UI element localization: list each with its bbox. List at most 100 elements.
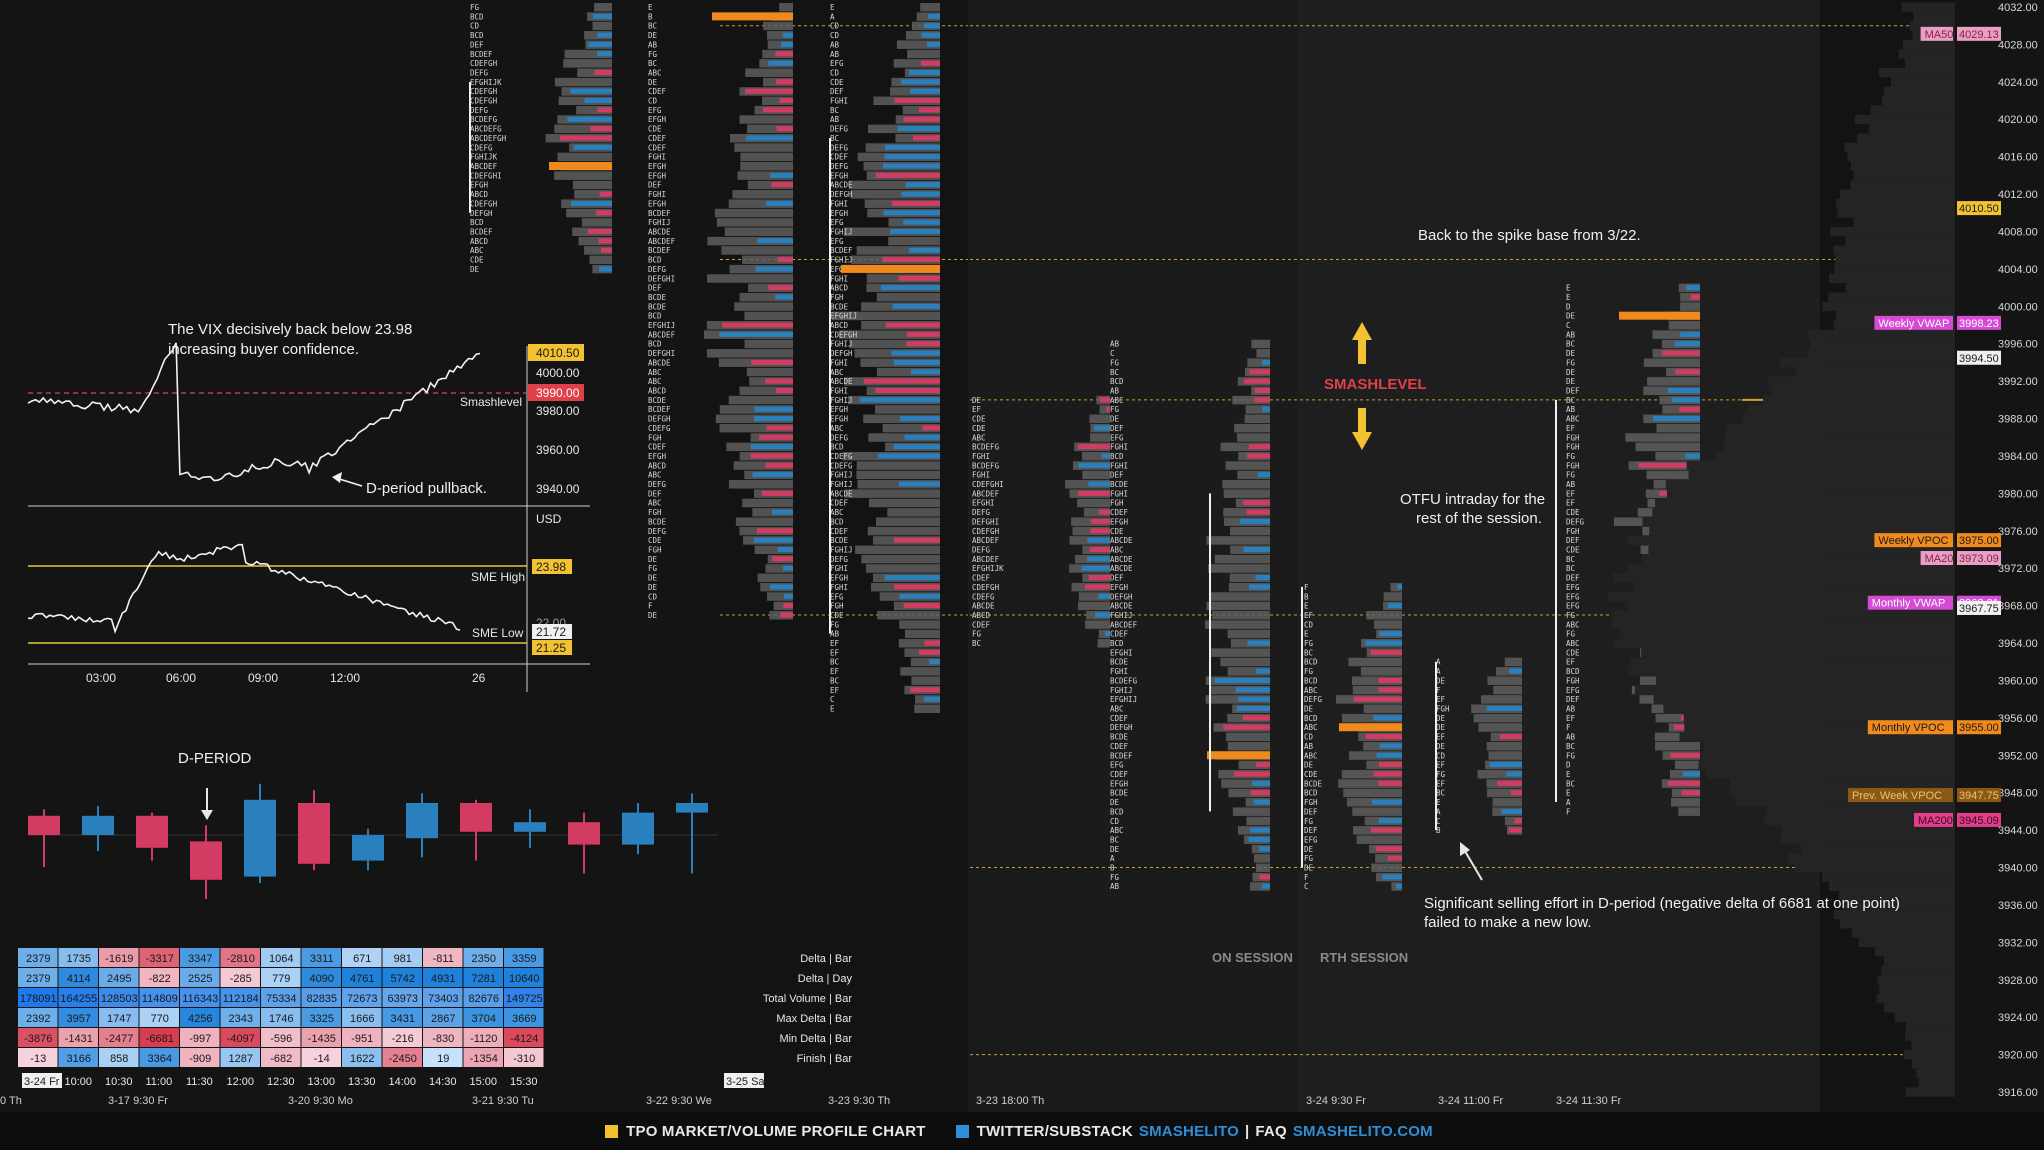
tpo-letters: FGHIJ <box>830 396 853 405</box>
candle-body <box>622 812 654 845</box>
price-axis-tick-label: 3928.00 <box>1998 975 2038 987</box>
tpo-letters: DEFGH <box>648 415 671 424</box>
tpo-letters: FGH <box>1566 443 1580 452</box>
composite-profile-bar <box>1858 937 1955 948</box>
delta-profile-bar <box>766 200 793 206</box>
delta-cell-value: 116343 <box>182 993 218 1005</box>
composite-profile-bar <box>1839 891 1955 901</box>
volume-profile-bar <box>744 311 793 321</box>
delta-profile-bar <box>1670 752 1700 758</box>
price-marker-box <box>1957 533 2001 548</box>
volume-profile-bar <box>706 349 793 358</box>
price-axis-tick-label: 3996.00 <box>1998 339 2038 351</box>
delta-profile-bar <box>1681 790 1700 796</box>
composite-profile-bar <box>1613 638 1955 648</box>
tpo-letters: CDE <box>1566 648 1580 657</box>
delta-cell <box>220 988 260 1007</box>
composite-profile-bar <box>1905 1022 1955 1032</box>
table-time-label: 10:00 <box>65 1076 93 1088</box>
delta-profile-bar <box>1094 425 1110 431</box>
delta-profile-bar <box>1255 762 1270 768</box>
tpo-letters: DE <box>1110 415 1120 424</box>
composite-profile-bar <box>1822 301 1955 312</box>
volume-profile-bar <box>554 77 612 87</box>
price-axis-tick-label: 3940.00 <box>1998 863 2038 875</box>
price-axis-tick-label: 3916.00 <box>1998 1087 2038 1099</box>
delta-profile-bar <box>908 247 940 253</box>
delta-profile-bar <box>777 547 793 552</box>
tpo-letters: BCDE <box>1110 658 1129 667</box>
tpo-letters: FGHI <box>830 358 848 367</box>
tpo-letters: EF <box>1436 779 1446 788</box>
tpo-letters: ABCD <box>972 611 991 620</box>
volume-profile-bar <box>1342 713 1402 723</box>
delta-profile-bar <box>893 359 940 365</box>
delta-table: 2379 1735 -1619 -3317 3347 -2810 1064 3311 671 98… <box>18 948 852 1088</box>
price-axis-tick-label: 3956.00 <box>1998 713 2038 725</box>
tpo-volume-profile-chart[interactable]: 4030.004005.003990.003967.003940.003920.… <box>0 0 2044 1112</box>
delta-profile-bar <box>903 219 940 225</box>
footer-site-link[interactable]: SMASHELITO.COM <box>1292 1122 1433 1140</box>
inset-time-label: 12:00 <box>330 671 360 685</box>
vix-price-box <box>532 559 572 574</box>
tpo-letters: ABC <box>1110 705 1124 714</box>
price-marker-label-box <box>1867 595 1953 610</box>
composite-profile-bar <box>1781 825 1955 835</box>
delta-profile-bar <box>759 434 793 440</box>
delta-profile-bar <box>926 41 940 47</box>
delta-cell-value: 1747 <box>107 1013 131 1025</box>
volume-profile-bar <box>1654 732 1700 742</box>
tpo-letters: BC <box>648 22 657 31</box>
composite-profile-bar <box>1829 881 1955 892</box>
date-axis-label: 3-17 9:30 Fr <box>108 1095 168 1107</box>
volume-profile-bar <box>554 171 612 180</box>
tpo-letters: BC <box>1110 835 1119 844</box>
delta-profile-bar <box>1249 369 1270 375</box>
volume-profile-bar <box>563 59 612 68</box>
volume-profile-bar <box>1366 610 1402 620</box>
tpo-letters: EFG <box>1566 602 1580 611</box>
volume-profile-bar <box>747 180 793 190</box>
composite-profile-bar <box>1881 965 1955 976</box>
volume-profile-bar <box>724 227 793 236</box>
tpo-letters: DE <box>1110 845 1120 854</box>
date-axis-label: 3-22 9:30 We <box>646 1095 712 1107</box>
delta-profile-bar <box>1685 453 1700 459</box>
delta-cell-value: 75334 <box>266 993 297 1005</box>
tpo-letters: EFGHIJ <box>648 321 675 330</box>
delta-profile-bar <box>1235 687 1270 693</box>
delta-profile-bar <box>593 13 612 19</box>
composite-profile-bar <box>1683 713 1955 723</box>
delta-profile-bar <box>599 191 612 197</box>
tpo-letters: CD <box>470 22 480 31</box>
volume-profile-bar <box>1680 302 1700 311</box>
tpo-letters: FGHIJ <box>830 471 853 480</box>
price-marker-label: Prev. Week VPOC <box>1852 790 1942 802</box>
delta-profile-bar <box>765 378 793 384</box>
delta-cell <box>423 988 463 1007</box>
tpo-letters: DEFGH <box>830 190 853 199</box>
delta-cell <box>18 948 58 967</box>
volume-profile-bar <box>1090 433 1110 442</box>
volume-profile-bar <box>1371 863 1402 873</box>
tpo-letters: DEFG <box>830 162 849 171</box>
tpo-letters: ABCD <box>648 386 667 395</box>
tpo-letters: E <box>648 3 653 12</box>
composite-profile-bar <box>1837 208 1955 218</box>
price-marker-box <box>1957 201 2001 216</box>
delta-cell <box>301 948 341 967</box>
delta-cell-value: 3325 <box>310 1013 334 1025</box>
delta-profile-bar <box>757 238 793 244</box>
delta-profile-bar <box>906 331 940 337</box>
delta-cell <box>463 1008 503 1027</box>
delta-cell-value: -3317 <box>146 953 174 965</box>
tpo-letters: B <box>1304 592 1309 601</box>
price-axis-tick-label: 3944.00 <box>1998 825 2038 837</box>
delta-profile-bar <box>1106 406 1110 412</box>
vix-note-line2: increasing buyer confidence. <box>168 341 359 358</box>
d-period-label: D-PERIOD <box>178 750 252 767</box>
tpo-letters: BCDEFG <box>972 443 1000 452</box>
delta-cell-value: -2450 <box>389 1053 417 1065</box>
footer-handle-link[interactable]: SMASHELITO <box>1138 1122 1239 1140</box>
delta-profile-bar <box>770 584 793 590</box>
